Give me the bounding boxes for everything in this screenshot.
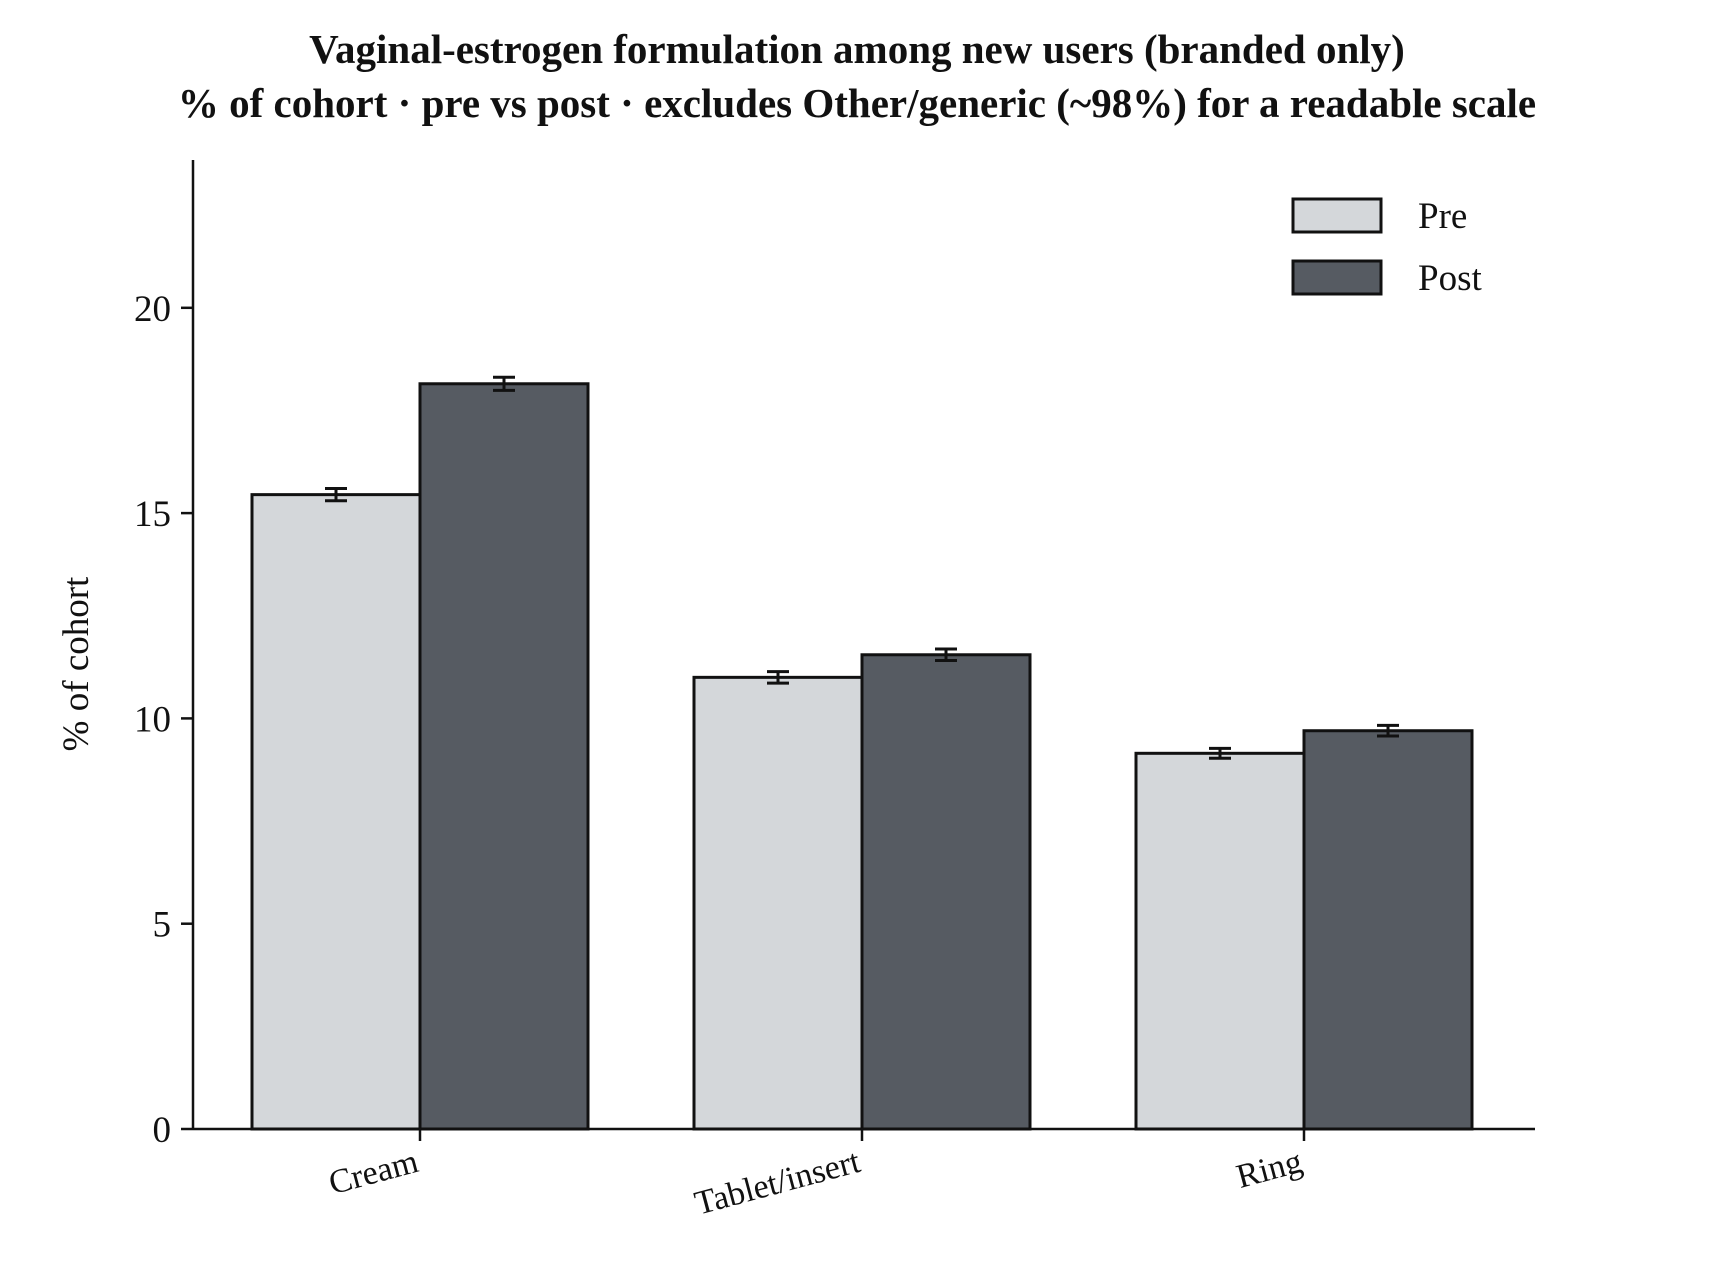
error-bar-pre-cream	[325, 486, 347, 503]
bar-pre-cream	[250, 493, 422, 1131]
error-bar-post-tablet-insert	[935, 647, 957, 663]
bar-pre-ring	[1134, 751, 1306, 1131]
legend-label: Post	[1418, 258, 1482, 299]
bar-post-cream	[418, 382, 590, 1131]
bar-post-tablet-insert	[860, 653, 1032, 1131]
bar-pre-tablet-insert	[692, 675, 864, 1131]
legend-swatch	[1291, 259, 1383, 296]
bars-layer	[250, 382, 1474, 1131]
legend-swatch	[1291, 197, 1383, 234]
error-bar-post-cream	[493, 375, 515, 392]
x-tick-label: Tablet/insert	[691, 1143, 865, 1223]
y-axis-label: % of cohort	[56, 576, 97, 751]
bar-post-ring	[1302, 729, 1474, 1131]
y-tick-label: 0	[153, 1110, 172, 1151]
error-bar-pre-tablet-insert	[767, 670, 789, 685]
legend-label: Pre	[1418, 196, 1467, 237]
chart-subtitle: % of cohort · pre vs post · excludes Oth…	[178, 80, 1536, 126]
y-tick-label: 10	[134, 699, 171, 740]
x-tick-label: Ring	[1233, 1143, 1306, 1196]
legend-item-pre: Pre	[1291, 196, 1467, 237]
chart-title: Vaginal-estrogen formulation among new u…	[309, 26, 1405, 72]
y-tick-label: 5	[153, 905, 172, 946]
error-bars-layer	[325, 375, 1399, 760]
error-bar-post-ring	[1377, 723, 1399, 738]
legend-item-post: Post	[1291, 258, 1482, 299]
y-tick-label: 15	[134, 494, 171, 535]
x-tick-label: Cream	[325, 1143, 422, 1202]
legend: Pre Post	[1291, 196, 1482, 299]
y-tick-label: 20	[134, 289, 171, 330]
error-bar-pre-ring	[1209, 746, 1231, 760]
